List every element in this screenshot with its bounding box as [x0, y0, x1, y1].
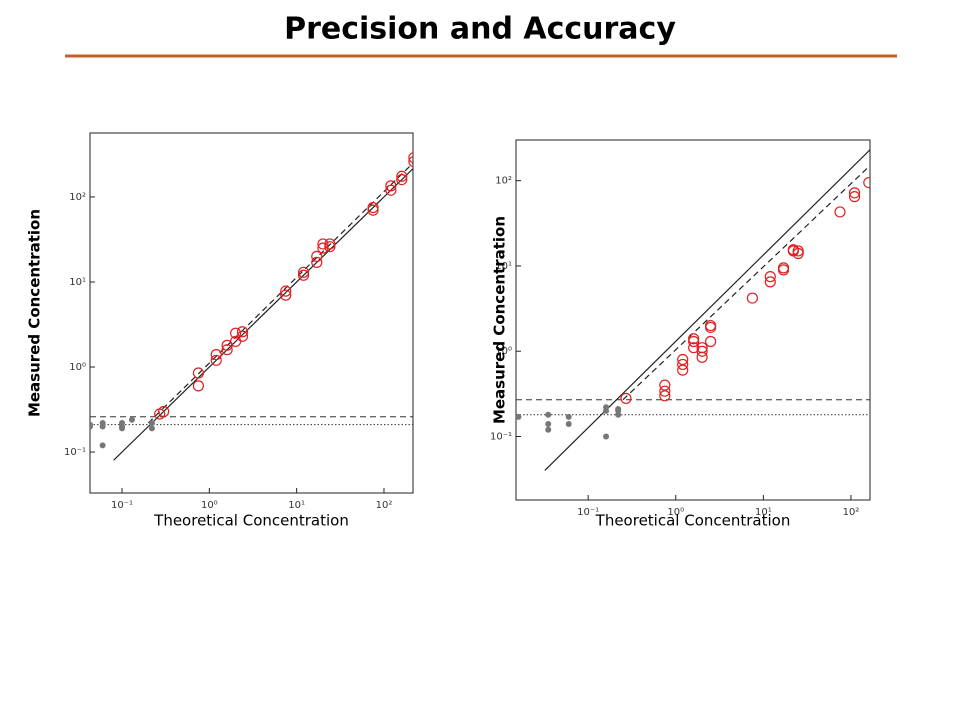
data-point: [863, 176, 870, 189]
y-axis-label: Measured Concentration: [26, 209, 44, 417]
data-point: [848, 187, 861, 199]
data-point: [565, 421, 572, 428]
data-point: [705, 335, 717, 348]
data-point: [311, 256, 323, 268]
x-tick-label: 10⁰: [667, 507, 684, 518]
data-point: [620, 392, 632, 404]
data-point: [696, 345, 708, 357]
data-point: [158, 405, 170, 418]
data-point: [148, 425, 155, 432]
data-point: [615, 406, 622, 413]
identity-line: [544, 149, 870, 471]
y-tick-label: 10²: [69, 192, 86, 203]
data-point: [119, 419, 126, 426]
x-tick-label: 10²: [376, 500, 393, 511]
data-point: [705, 319, 717, 332]
y-tick-label: 10¹: [69, 277, 86, 288]
data-point: [408, 156, 413, 168]
data-point: [210, 348, 222, 361]
data-point: [688, 333, 700, 345]
data-point: [297, 269, 310, 281]
x-tick-label: 10¹: [755, 507, 772, 518]
data-point: [545, 426, 552, 433]
data-point: [792, 245, 804, 257]
x-tick-label: 10⁻¹: [111, 500, 133, 511]
data-point: [317, 238, 329, 250]
data-point: [99, 442, 106, 449]
plot-content: [516, 149, 884, 471]
data-point: [236, 330, 249, 342]
data-point: [874, 161, 884, 171]
y-tick-label: 10⁰: [69, 362, 86, 373]
y-tick-label: 10²: [495, 176, 512, 187]
data-point: [565, 413, 572, 420]
data-point: [324, 238, 336, 250]
fit-line: [622, 165, 870, 401]
data-point: [99, 419, 106, 426]
data-point: [119, 425, 126, 432]
y-tick-label: 10⁻¹: [64, 447, 86, 458]
data-point: [764, 271, 776, 283]
data-point: [688, 335, 700, 348]
data-point: [764, 276, 776, 288]
slide-title: Precision and Accuracy: [284, 12, 676, 47]
x-axis-label: Theoretical Concentration: [153, 512, 349, 530]
y-tick-label: 10⁰: [495, 346, 512, 357]
data-point: [230, 327, 242, 339]
data-point: [659, 385, 671, 397]
data-point: [545, 411, 552, 418]
data-point: [848, 191, 861, 203]
data-point: [696, 342, 708, 354]
data-point: [659, 390, 671, 402]
data-point: [777, 262, 790, 274]
y-axis-label: Measured Concentration: [491, 216, 509, 424]
data-point: [311, 250, 323, 262]
data-point: [659, 379, 671, 391]
data-point: [148, 419, 155, 426]
data-point: [603, 404, 610, 411]
data-point: [603, 433, 610, 440]
y-tick-label: 10⁻¹: [490, 431, 512, 442]
data-point: [324, 241, 336, 253]
data-point: [367, 204, 379, 216]
data-point: [128, 416, 135, 423]
data-point: [90, 421, 93, 428]
data-point: [545, 421, 552, 428]
data-point: [746, 292, 759, 304]
data-point: [677, 358, 689, 371]
data-point: [210, 354, 222, 366]
x-tick-label: 10⁰: [201, 500, 218, 511]
plot-content: [90, 152, 413, 461]
data-point: [834, 206, 846, 218]
data-point: [297, 266, 310, 278]
data-point: [792, 247, 804, 260]
data-point: [385, 180, 397, 192]
x-tick-label: 10¹: [288, 500, 305, 511]
data-point: [280, 285, 292, 297]
data-point: [396, 170, 408, 182]
data-point: [677, 353, 689, 366]
data-point: [280, 289, 292, 301]
data-point: [192, 367, 205, 379]
x-tick-label: 10²: [843, 507, 860, 518]
data-point: [396, 173, 408, 186]
data-point: [367, 201, 379, 214]
data-point: [516, 413, 522, 420]
data-point: [236, 326, 249, 338]
x-axis-label: Theoretical Concentration: [595, 512, 791, 530]
data-point: [677, 364, 689, 376]
x-tick-label: 10⁻¹: [577, 507, 599, 518]
y-tick-label: 10¹: [495, 261, 512, 272]
data-point: [221, 344, 233, 356]
data-point: [385, 184, 397, 196]
data-point: [408, 152, 413, 164]
data-point: [192, 380, 205, 392]
plot-area: [89, 132, 414, 494]
